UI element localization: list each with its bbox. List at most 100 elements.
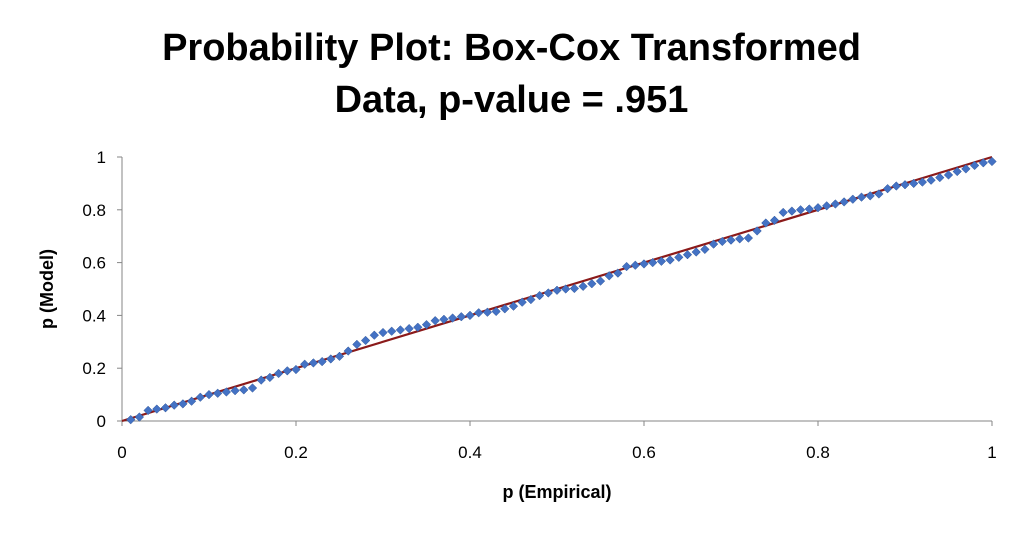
data-point xyxy=(195,392,205,402)
data-point xyxy=(526,294,536,305)
data-point xyxy=(369,330,379,340)
data-point xyxy=(543,288,553,298)
data-point xyxy=(978,158,988,168)
data-point xyxy=(282,366,292,376)
data-point xyxy=(482,307,493,317)
data-point xyxy=(943,170,954,180)
data-point xyxy=(900,180,910,190)
data-point xyxy=(665,255,675,265)
x-tick-label: 1 xyxy=(987,443,996,462)
data-point xyxy=(334,351,345,361)
x-axis-title: p (Empirical) xyxy=(502,482,611,502)
data-point xyxy=(761,218,771,228)
data-point xyxy=(926,175,936,185)
x-tick-label: 0.6 xyxy=(632,443,656,462)
y-axis-title: p (Model) xyxy=(37,249,57,329)
chart-title-line-1: Probability Plot: Box-Cox Transformed xyxy=(162,27,861,69)
x-tick-label: 0.2 xyxy=(284,443,308,462)
data-point xyxy=(343,346,353,356)
data-point xyxy=(134,412,145,422)
data-point xyxy=(569,283,580,294)
data-point xyxy=(534,290,545,301)
data-point xyxy=(404,323,414,334)
axes xyxy=(117,156,993,426)
data-point xyxy=(621,261,632,272)
data-point xyxy=(839,197,849,207)
data-point xyxy=(491,306,501,317)
data-point xyxy=(352,339,362,350)
data-point xyxy=(735,234,745,244)
data-point xyxy=(152,404,162,414)
data-point xyxy=(160,403,171,413)
data-point xyxy=(508,301,519,311)
x-tick-label: 0 xyxy=(117,443,126,462)
data-point xyxy=(787,206,797,216)
data-point xyxy=(778,207,788,218)
data-point xyxy=(639,259,649,269)
data-point xyxy=(447,313,458,323)
data-point xyxy=(143,405,153,416)
data-point xyxy=(708,239,719,249)
data-point xyxy=(474,308,484,318)
data-point xyxy=(387,326,397,336)
data-point xyxy=(856,192,867,202)
data-point xyxy=(395,325,406,335)
data-point xyxy=(169,400,179,410)
data-point xyxy=(273,368,284,379)
data-point xyxy=(726,235,736,245)
data-point xyxy=(752,226,762,236)
data-point xyxy=(413,322,423,332)
data-point xyxy=(178,399,188,409)
data-point xyxy=(613,268,623,278)
y-tick-label: 0.4 xyxy=(82,306,106,325)
data-point xyxy=(795,205,806,215)
data-point xyxy=(308,358,319,368)
data-point xyxy=(952,166,962,177)
data-point xyxy=(891,181,901,191)
data-point xyxy=(743,233,754,243)
data-point xyxy=(430,316,440,326)
data-point xyxy=(804,204,814,214)
data-point xyxy=(822,201,832,211)
data-point xyxy=(126,415,136,425)
data-point xyxy=(682,250,693,260)
chart-title: Probability Plot: Box-Cox Transformed Da… xyxy=(0,22,1023,126)
data-point xyxy=(830,199,841,209)
y-tick-label: 0.6 xyxy=(82,254,106,273)
data-point xyxy=(874,189,884,199)
data-point xyxy=(256,375,266,385)
data-point xyxy=(326,354,336,364)
data-point xyxy=(848,194,858,204)
data-point xyxy=(239,385,249,395)
y-tick-label: 0 xyxy=(97,412,106,431)
data-point xyxy=(700,244,710,255)
data-point xyxy=(587,279,597,289)
data-point xyxy=(465,310,475,321)
data-point xyxy=(717,236,727,247)
data-point xyxy=(456,312,466,322)
data-point xyxy=(265,372,275,383)
data-point xyxy=(439,314,449,325)
data-points xyxy=(126,156,997,425)
data-point xyxy=(969,160,980,171)
y-tick-label: 1 xyxy=(97,148,106,167)
data-point xyxy=(961,164,971,174)
data-point xyxy=(421,319,432,330)
data-point xyxy=(213,388,223,398)
data-point xyxy=(291,364,301,375)
data-point xyxy=(230,385,240,396)
data-point xyxy=(987,156,997,167)
y-tick-label: 0.8 xyxy=(82,201,106,220)
data-point xyxy=(595,276,606,286)
data-point xyxy=(656,256,667,266)
data-point xyxy=(813,203,823,213)
data-point xyxy=(500,304,510,314)
data-point xyxy=(674,252,684,262)
data-point xyxy=(561,284,571,294)
data-point xyxy=(691,247,701,257)
data-point xyxy=(648,257,658,268)
data-point xyxy=(247,383,258,393)
data-point xyxy=(317,356,327,367)
data-point xyxy=(935,172,945,183)
